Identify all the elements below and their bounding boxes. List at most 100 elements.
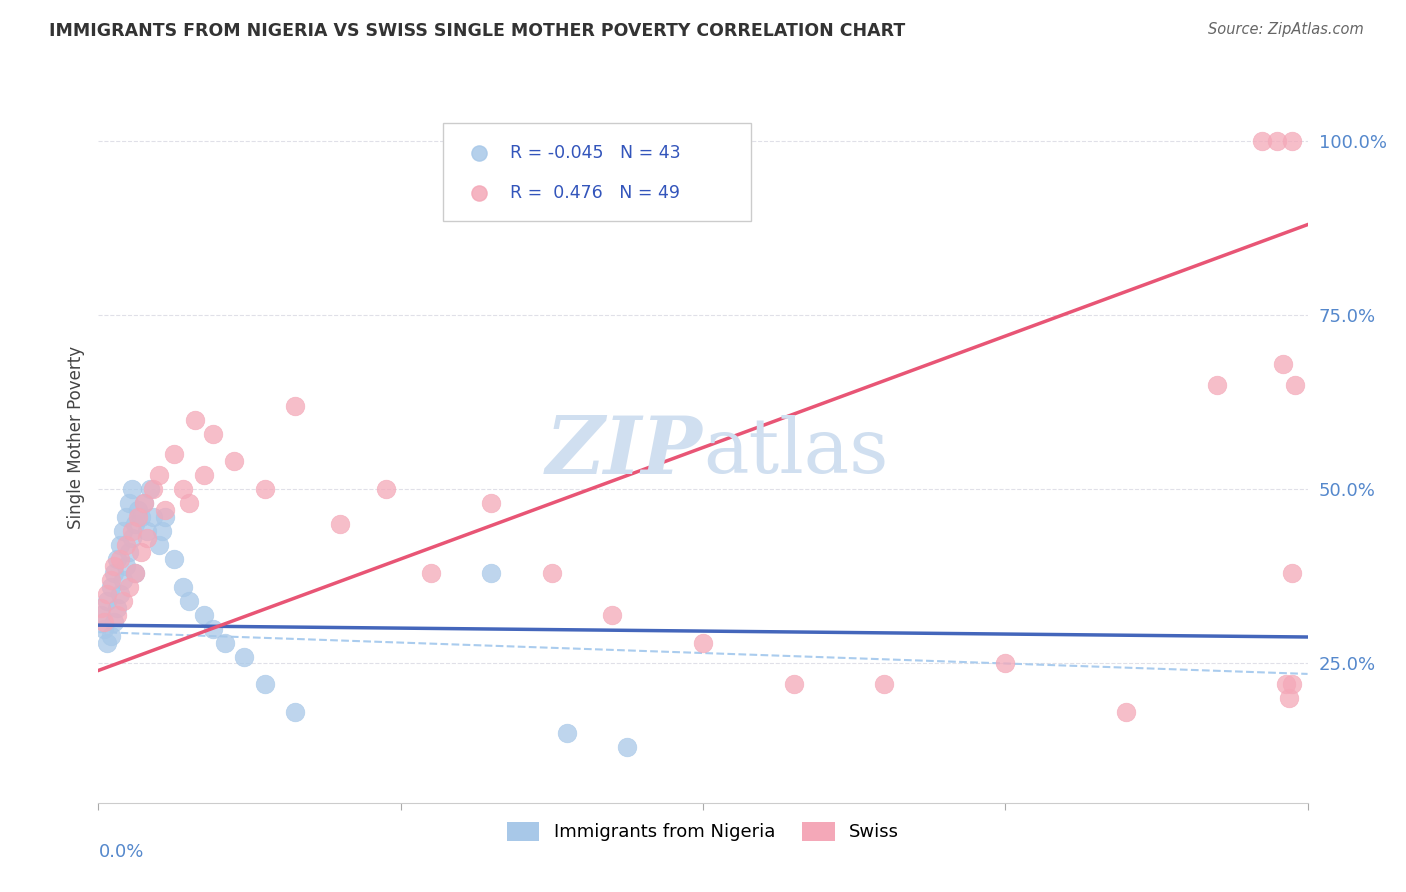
Point — [163, 552, 186, 566]
Y-axis label: Single Mother Poverty: Single Mother Poverty — [66, 345, 84, 529]
Point — [1275, 677, 1298, 691]
Point — [105, 607, 128, 622]
Point — [111, 573, 134, 587]
Point — [179, 594, 201, 608]
Point — [179, 496, 201, 510]
Point — [105, 552, 128, 566]
Point — [224, 454, 246, 468]
Point — [1115, 705, 1137, 719]
Point — [184, 412, 207, 426]
Point — [253, 483, 276, 497]
Point — [284, 705, 307, 719]
Point — [93, 615, 115, 629]
Point — [121, 483, 143, 497]
Point — [153, 510, 176, 524]
Point — [555, 726, 578, 740]
Point — [172, 483, 194, 497]
Point — [135, 531, 157, 545]
Point — [148, 468, 170, 483]
Point — [1281, 677, 1303, 691]
Point — [994, 657, 1017, 671]
Text: IMMIGRANTS FROM NIGERIA VS SWISS SINGLE MOTHER POVERTY CORRELATION CHART: IMMIGRANTS FROM NIGERIA VS SWISS SINGLE … — [49, 22, 905, 40]
Point — [1251, 134, 1274, 148]
Point — [108, 552, 131, 566]
Point — [114, 538, 136, 552]
Point — [105, 600, 128, 615]
Text: Source: ZipAtlas.com: Source: ZipAtlas.com — [1208, 22, 1364, 37]
Point — [114, 558, 136, 573]
Point — [202, 426, 225, 441]
Point — [481, 566, 503, 580]
Point — [124, 566, 146, 580]
Point — [118, 545, 141, 559]
Point — [163, 448, 186, 462]
Point — [103, 558, 125, 573]
Point — [1272, 357, 1295, 371]
Point — [1039, 250, 1062, 264]
Text: R = -0.045   N = 43: R = -0.045 N = 43 — [509, 145, 681, 162]
Point — [111, 524, 134, 538]
Point — [100, 573, 122, 587]
Point — [1206, 377, 1229, 392]
Point — [540, 566, 562, 580]
Text: 0.0%: 0.0% — [98, 843, 143, 861]
Point — [96, 587, 118, 601]
Point — [1281, 566, 1303, 580]
Point — [111, 594, 134, 608]
Point — [420, 566, 443, 580]
Point — [103, 615, 125, 629]
Point — [132, 496, 155, 510]
Point — [1284, 377, 1306, 392]
Point — [602, 607, 624, 622]
Point — [150, 524, 173, 538]
Point — [1278, 691, 1301, 706]
Point — [108, 538, 131, 552]
Legend: Immigrants from Nigeria, Swiss: Immigrants from Nigeria, Swiss — [499, 814, 907, 848]
Point — [124, 566, 146, 580]
Point — [96, 594, 118, 608]
Point — [129, 545, 152, 559]
Point — [692, 635, 714, 649]
Point — [1281, 134, 1303, 148]
Point — [118, 496, 141, 510]
Point — [1039, 212, 1062, 227]
Point — [783, 677, 806, 691]
Point — [214, 635, 236, 649]
Point — [93, 622, 115, 636]
Point — [142, 510, 165, 524]
Point — [139, 483, 162, 497]
Point — [329, 517, 352, 532]
Point — [121, 531, 143, 545]
Point — [124, 517, 146, 532]
Point — [481, 496, 503, 510]
Point — [132, 496, 155, 510]
Point — [253, 677, 276, 691]
Point — [135, 524, 157, 538]
Point — [114, 510, 136, 524]
Point — [616, 740, 638, 755]
Point — [873, 677, 896, 691]
Point — [172, 580, 194, 594]
Point — [90, 607, 112, 622]
Point — [232, 649, 254, 664]
Point — [202, 622, 225, 636]
Point — [142, 483, 165, 497]
Point — [121, 524, 143, 538]
Point — [374, 483, 396, 497]
Point — [100, 629, 122, 643]
Point — [193, 607, 215, 622]
Point — [129, 510, 152, 524]
Point — [108, 587, 131, 601]
Text: atlas: atlas — [703, 415, 889, 489]
Point — [90, 600, 112, 615]
FancyBboxPatch shape — [443, 122, 751, 221]
Point — [148, 538, 170, 552]
Point — [118, 580, 141, 594]
Point — [1267, 134, 1289, 148]
Point — [127, 510, 149, 524]
Point — [96, 635, 118, 649]
Point — [284, 399, 307, 413]
Point — [153, 503, 176, 517]
Text: R =  0.476   N = 49: R = 0.476 N = 49 — [509, 184, 679, 202]
Point — [127, 503, 149, 517]
